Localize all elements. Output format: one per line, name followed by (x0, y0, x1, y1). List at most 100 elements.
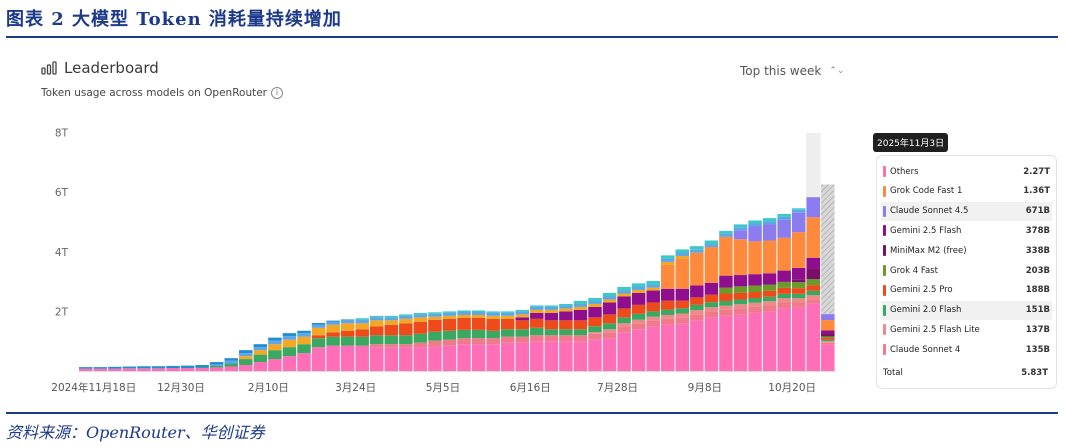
bar-segment[interactable] (588, 317, 602, 327)
bar-segment[interactable] (282, 333, 297, 337)
bar-segment[interactable] (530, 341, 544, 371)
period-selector[interactable]: Top this week ⌃⌄ (740, 64, 844, 78)
bar-segment[interactable] (704, 247, 719, 283)
bar-segment[interactable] (690, 304, 704, 311)
bar-segment[interactable] (340, 320, 355, 324)
bar-segment[interactable] (500, 318, 515, 330)
bar-segment[interactable] (151, 366, 166, 369)
bar-segment[interactable] (646, 290, 660, 303)
bar-segment[interactable] (457, 329, 471, 339)
bar-segment[interactable] (588, 303, 602, 307)
bar-segment[interactable] (457, 338, 471, 345)
bar-segment[interactable] (791, 306, 806, 371)
bar-segment[interactable] (239, 359, 253, 366)
bar-segment[interactable] (471, 314, 486, 318)
bar-segment[interactable] (268, 359, 282, 371)
bar-segment[interactable] (573, 341, 588, 371)
bar-segment[interactable] (617, 326, 631, 333)
bar-segment[interactable] (791, 288, 806, 294)
bar-segment[interactable] (690, 320, 704, 371)
bar-segment[interactable] (602, 314, 617, 324)
bar-segment[interactable] (442, 339, 457, 346)
bar-segment[interactable] (457, 317, 471, 330)
bar-segment[interactable] (675, 252, 690, 256)
bar-segment[interactable] (282, 356, 297, 371)
bar-segment[interactable] (253, 350, 268, 355)
bar-segment[interactable] (209, 365, 224, 368)
bar-segment[interactable] (573, 329, 588, 336)
bar-segment[interactable] (413, 317, 428, 322)
bar-segment[interactable] (311, 327, 326, 336)
bar-segment[interactable] (733, 292, 748, 300)
bar-segment[interactable] (239, 365, 253, 371)
bar-segment[interactable] (399, 335, 413, 345)
bar-segment[interactable] (180, 368, 195, 371)
bar-segment[interactable] (486, 338, 500, 345)
bar-segment[interactable] (719, 275, 733, 288)
bar-segment[interactable] (559, 305, 573, 309)
bar-segment[interactable] (806, 217, 821, 258)
bar-segment[interactable] (326, 336, 340, 346)
bar-segment[interactable] (806, 269, 821, 280)
bar-segment[interactable] (821, 339, 835, 342)
bar-segment[interactable] (748, 297, 762, 303)
bar-segment[interactable] (559, 341, 573, 371)
bar-segment[interactable] (748, 285, 762, 293)
bar-segment[interactable] (661, 300, 675, 310)
bar-segment[interactable] (762, 290, 777, 297)
bar-segment[interactable] (224, 363, 239, 367)
bar-segment[interactable] (806, 197, 821, 218)
bar-segment[interactable] (733, 299, 748, 305)
bar-segment[interactable] (544, 335, 559, 342)
bar-segment[interactable] (544, 341, 559, 371)
bar-segment[interactable] (748, 306, 762, 313)
bar-segment[interactable] (748, 220, 762, 224)
bar-segment[interactable] (617, 293, 631, 297)
bar-segment[interactable] (602, 299, 617, 303)
bar-segment[interactable] (442, 318, 457, 331)
bar-segment[interactable] (806, 299, 821, 304)
bar-segment[interactable] (355, 345, 369, 371)
bar-segment[interactable] (602, 323, 617, 330)
bar-segment[interactable] (515, 342, 530, 371)
bar-segment[interactable] (399, 347, 413, 371)
bar-segment[interactable] (195, 365, 209, 368)
bar-segment[interactable] (573, 306, 588, 310)
bar-segment[interactable] (573, 309, 588, 321)
bar-segment[interactable] (530, 309, 544, 313)
bar-segment[interactable] (690, 297, 704, 305)
bar-segment[interactable] (806, 279, 821, 286)
bar-segment[interactable] (719, 293, 733, 301)
bar-segment[interactable] (442, 330, 457, 340)
bar-segment[interactable] (777, 298, 791, 303)
bar-segment[interactable] (675, 288, 690, 301)
bar-segment[interactable] (733, 227, 748, 231)
bar-segment[interactable] (530, 312, 544, 319)
bar-segment[interactable] (544, 305, 559, 307)
bar-segment[interactable] (515, 309, 530, 312)
bar-segment[interactable] (442, 315, 457, 319)
bar-segment[interactable] (821, 337, 835, 340)
bar-segment[interactable] (413, 333, 428, 343)
bar-segment[interactable] (559, 320, 573, 330)
bar-segment[interactable] (762, 305, 777, 312)
bar-segment[interactable] (602, 302, 617, 315)
bar-segment[interactable] (719, 233, 733, 237)
bar-segment[interactable] (631, 313, 646, 320)
bar-segment[interactable] (122, 368, 137, 371)
bar-segment[interactable] (777, 216, 791, 220)
bar-segment[interactable] (704, 244, 719, 248)
bar-segment[interactable] (762, 311, 777, 371)
bar-segment[interactable] (515, 329, 530, 337)
bar-segment[interactable] (777, 219, 791, 238)
bar-segment[interactable] (661, 324, 675, 371)
bar-segment[interactable] (355, 336, 369, 346)
bar-segment[interactable] (690, 249, 704, 253)
legend-row[interactable]: Grok Code Fast 1 1.36T (881, 182, 1052, 201)
bar-segment[interactable] (762, 224, 777, 241)
bar-segment[interactable] (617, 308, 631, 318)
bar-segment[interactable] (384, 335, 399, 345)
bar-segment[interactable] (282, 347, 297, 357)
bar-segment[interactable] (821, 330, 835, 334)
bar-segment[interactable] (631, 283, 646, 287)
